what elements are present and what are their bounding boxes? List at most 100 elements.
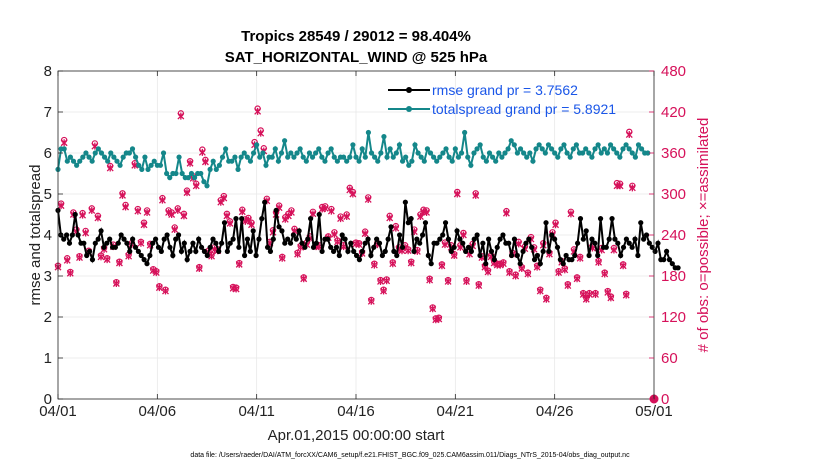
totalspread-point: [542, 150, 548, 156]
rmse-point: [345, 248, 351, 254]
obs-assimilated-marker: [217, 198, 225, 206]
obs-assimilated-marker: [177, 112, 185, 120]
totalspread-point: [188, 170, 195, 177]
rmse-point: [190, 240, 196, 246]
obs-assimilated-marker: [149, 267, 157, 275]
y2-tick-label: 60: [661, 350, 678, 367]
obs-assimilated-marker: [309, 210, 317, 218]
x-tick-label: 05/01: [635, 403, 673, 420]
obs-assimilated-marker: [183, 189, 191, 197]
rmse-point: [646, 240, 652, 246]
totalspread-point: [462, 129, 468, 136]
totalspread-point: [502, 150, 508, 156]
totalspread-point: [396, 142, 403, 148]
totalspread-point: [399, 158, 406, 164]
rmse-point: [256, 236, 262, 242]
totalspread-point: [368, 150, 375, 156]
obs-assimilated-marker: [367, 297, 375, 305]
totalspread-point: [580, 150, 586, 156]
totalspread-point: [375, 158, 381, 164]
rmse-point: [101, 244, 107, 250]
rmse-point: [173, 236, 179, 242]
totalspread-point: [372, 154, 378, 160]
rmse-point: [623, 236, 630, 242]
rmse-point: [299, 240, 305, 246]
rmse-point: [419, 232, 426, 238]
totalspread-point: [614, 150, 620, 156]
rmse-point: [204, 252, 210, 259]
y-tick-label: 2: [44, 309, 52, 326]
totalspread-point: [480, 154, 486, 160]
rmse-point: [239, 216, 245, 222]
rmse-point: [368, 252, 374, 259]
totalspread-point: [384, 154, 390, 160]
rmse-point: [626, 240, 632, 246]
rmse-point: [250, 228, 256, 234]
totalspread-point: [114, 158, 120, 164]
totalspread-point: [235, 166, 241, 172]
totalspread-point: [589, 154, 595, 160]
totalspread-point: [455, 154, 462, 160]
obs-assimilated-marker: [561, 266, 569, 274]
rmse-point: [629, 244, 635, 250]
totalspread-point: [406, 162, 412, 168]
obs-assimilated-marker: [404, 247, 412, 255]
rmse-point: [359, 248, 365, 254]
totalspread-point: [216, 162, 223, 168]
totalspread-point: [294, 150, 300, 156]
totalspread-point: [260, 150, 266, 156]
totalspread-point: [555, 154, 561, 160]
obs-assimilated-marker: [515, 240, 523, 248]
totalspread-point: [443, 146, 449, 152]
totalspread-point: [524, 154, 530, 160]
obs-assimilated-marker: [502, 209, 510, 217]
rmse-point: [592, 240, 598, 246]
rmse-point: [112, 244, 119, 250]
rmse-point: [141, 257, 147, 263]
obs-assimilated-marker: [125, 252, 133, 260]
rmse-point: [474, 232, 480, 238]
totalspread-point: [468, 162, 474, 168]
chart-subtitle: SAT_HORIZONTAL_WIND @ 525 hPa: [225, 49, 488, 66]
rmse-point: [336, 252, 342, 259]
obs-assimilated-marker: [94, 214, 102, 222]
rmse-point: [365, 236, 371, 242]
rmse-point: [259, 216, 265, 222]
rmse-point: [546, 248, 552, 254]
totalspread-point: [340, 154, 347, 160]
rmse-point: [310, 244, 317, 250]
obs-assimilated-marker: [66, 269, 74, 277]
obs-assimilated-marker: [536, 287, 544, 295]
rmse-point: [534, 252, 541, 259]
rmse-point: [66, 240, 73, 246]
rmse-point: [150, 240, 156, 246]
totalspread-point: [204, 183, 210, 189]
totalspread-point: [210, 158, 216, 164]
totalspread-point: [449, 158, 455, 164]
rmse-point: [296, 228, 302, 234]
totalspread-point: [645, 150, 651, 156]
obs-assimilated-marker: [220, 194, 228, 202]
rmse-point: [308, 216, 314, 222]
y2-tick-label: 480: [661, 63, 686, 80]
totalspread-point: [331, 154, 337, 160]
rmse-point: [554, 244, 561, 250]
rmse-point: [661, 257, 667, 263]
obs-assimilated-marker: [628, 184, 636, 192]
rmse-point: [394, 252, 400, 259]
totalspread-point: [191, 175, 198, 181]
rmse-point: [595, 252, 601, 259]
obs-assimilated-marker: [76, 254, 83, 262]
rmse-point: [287, 240, 294, 246]
totalspread-point: [238, 154, 244, 160]
totalspread-point: [250, 150, 257, 156]
y-axis-label: rmse and totalspread: [27, 165, 44, 306]
rmse-point: [339, 232, 345, 238]
totalspread-point: [561, 142, 567, 148]
totalspread-point: [427, 150, 434, 156]
totalspread-point: [344, 158, 350, 164]
rmse-point: [161, 236, 167, 242]
rmse-point: [333, 244, 340, 250]
totalspread-point: [437, 154, 443, 160]
totalspread-point: [390, 154, 396, 160]
